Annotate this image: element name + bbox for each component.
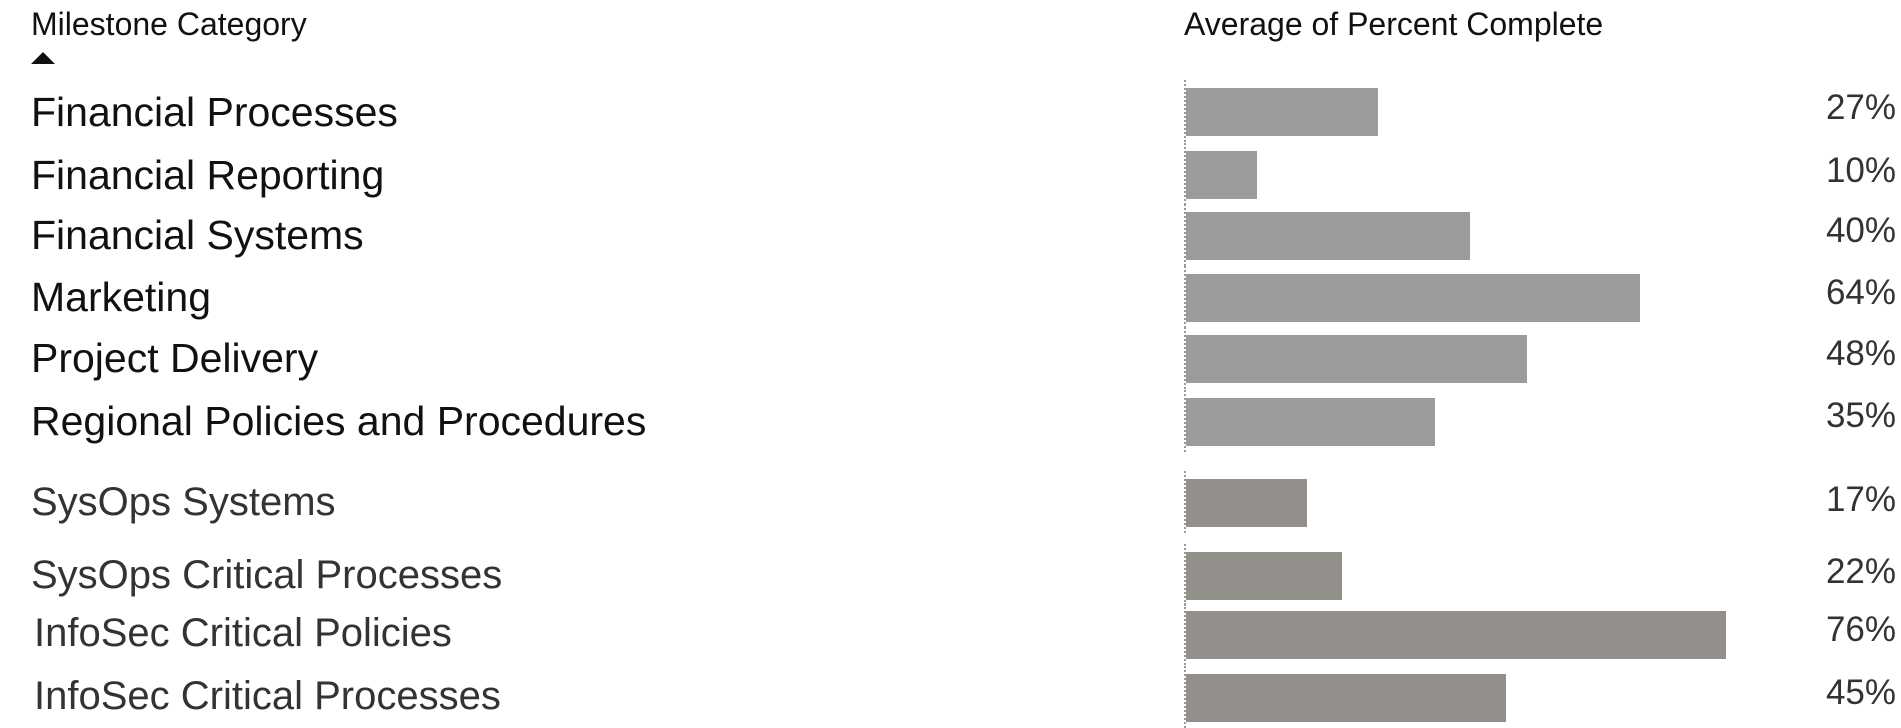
category-label[interactable]: Regional Policies and Procedures: [31, 398, 647, 444]
axis-baseline-tick: [1184, 266, 1188, 328]
category-label[interactable]: Financial Reporting: [31, 152, 385, 198]
data-label: 35%: [1825, 396, 1896, 435]
data-label: 64%: [1825, 273, 1896, 312]
bar[interactable]: [1186, 674, 1506, 722]
bar[interactable]: [1186, 151, 1257, 199]
bar[interactable]: [1186, 212, 1470, 260]
data-label: 76%: [1825, 610, 1896, 649]
data-label: 22%: [1825, 552, 1896, 591]
value-column-header[interactable]: Average of Percent Complete: [1184, 6, 1604, 42]
axis-baseline-tick: [1184, 327, 1188, 389]
category-label[interactable]: Marketing: [31, 274, 212, 320]
data-label: 45%: [1825, 673, 1896, 712]
bar[interactable]: [1186, 398, 1435, 446]
category-label[interactable]: Project Delivery: [31, 335, 319, 381]
category-label[interactable]: InfoSec Critical Processes: [34, 674, 501, 718]
data-label: 48%: [1825, 334, 1896, 373]
axis-baseline-tick: [1184, 544, 1188, 606]
axis-baseline-tick: [1184, 204, 1188, 266]
data-label: 40%: [1825, 211, 1896, 250]
category-label[interactable]: Financial Processes: [31, 89, 398, 135]
data-label: 17%: [1825, 480, 1896, 519]
data-label: 27%: [1825, 88, 1896, 127]
bar[interactable]: [1186, 335, 1527, 383]
bar[interactable]: [1186, 611, 1726, 659]
category-label[interactable]: Financial Systems: [31, 212, 364, 258]
axis-baseline-tick: [1184, 603, 1188, 665]
sort-ascending-icon[interactable]: [31, 52, 55, 64]
bar[interactable]: [1186, 88, 1378, 136]
bar[interactable]: [1186, 274, 1640, 322]
category-label[interactable]: InfoSec Critical Policies: [34, 611, 452, 655]
axis-baseline-tick: [1184, 390, 1188, 452]
category-column-header[interactable]: Milestone Category: [31, 6, 307, 42]
bar[interactable]: [1186, 552, 1342, 600]
axis-baseline-tick: [1184, 666, 1188, 728]
data-label: 10%: [1825, 151, 1896, 190]
axis-baseline-tick: [1184, 471, 1188, 533]
category-label[interactable]: SysOps Systems: [31, 480, 336, 524]
axis-baseline-tick: [1184, 80, 1188, 142]
bar[interactable]: [1186, 479, 1307, 527]
axis-baseline-tick: [1184, 143, 1188, 205]
category-label[interactable]: SysOps Critical Processes: [31, 553, 503, 597]
